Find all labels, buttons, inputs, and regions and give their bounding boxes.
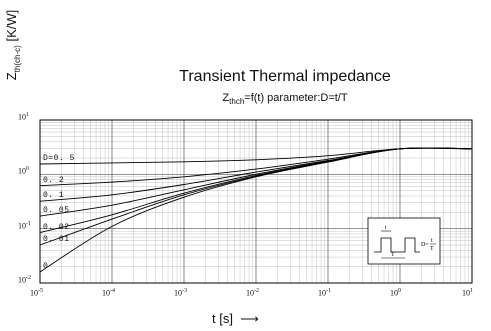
subtitle-rest: =f(t) parameter:D=t/T (244, 92, 348, 104)
tick-exponent: -1 (26, 220, 31, 227)
x-axis-arrow: ⟶ (240, 311, 259, 326)
chart-subtitle: Zthch=f(t) parameter:D=t/T (140, 92, 430, 106)
inset-t-label: t (385, 225, 387, 231)
inset-T-label: T (391, 252, 395, 258)
series-label: 0. 05 (43, 206, 70, 216)
subtitle-main: Z (222, 92, 230, 104)
x-tick-label: 100 (390, 288, 401, 298)
tick-base: 10 (246, 288, 254, 298)
tick-base: 10 (102, 288, 110, 298)
tick-base: 10 (30, 288, 38, 298)
inset-waveform (374, 237, 420, 253)
y-axis-label-main: Z (4, 72, 20, 81)
series-label: 0. 2 (43, 175, 65, 185)
tick-base: 10 (390, 288, 398, 298)
tick-exponent: -2 (26, 275, 31, 281)
subtitle-sub: thch (229, 97, 245, 107)
x-tick-label: 10-2 (246, 288, 259, 298)
x-tick-label: 10-3 (174, 288, 187, 298)
x-axis-label-text: t [s] (212, 311, 233, 326)
series-label: 0 (43, 261, 49, 271)
y-tick-label: 100 (18, 166, 29, 176)
tick-exponent: -1 (326, 288, 331, 294)
chart-title: Transient Thermal impedance (179, 68, 391, 85)
tick-base: 10 (18, 221, 26, 231)
x-axis-label: t [s] ⟶ (212, 311, 259, 327)
tick-exponent: -3 (182, 288, 187, 294)
series-label: 0. 1 (43, 191, 65, 201)
y-tick-label: 101 (18, 112, 29, 122)
tick-base: 10 (18, 166, 26, 176)
tick-exponent: 0 (26, 166, 29, 173)
series-label: D=0. 5 (43, 153, 75, 163)
x-tick-label: 10-1 (318, 288, 331, 298)
inset-frame (367, 217, 441, 265)
tick-exponent: -4 (110, 288, 115, 294)
series-label: 0. 02 (43, 222, 70, 232)
tick-base: 10 (174, 288, 182, 298)
pulse-inset: t T D= t T (367, 217, 441, 265)
inset-formula-den: T (430, 246, 434, 252)
y-tick-label: 10-2 (18, 275, 31, 285)
y-axis-label: Zth(ch-c) [K/W] (3, 4, 23, 86)
x-tick-label: 101 (462, 288, 473, 298)
tick-base: 10 (18, 275, 26, 285)
tick-exponent: 1 (26, 112, 29, 118)
tick-exponent: -5 (38, 288, 43, 294)
y-axis-label-unit: [K/W] (4, 9, 20, 46)
tick-base: 10 (318, 288, 326, 298)
tick-base: 10 (18, 112, 26, 122)
y-tick-label: 10-1 (18, 221, 31, 231)
x-tick-label: 10-5 (30, 288, 43, 298)
tick-exponent: 0 (398, 288, 401, 294)
series-layer (39, 147, 473, 273)
series-line-6 (39, 147, 473, 273)
inset-formula-num: t (431, 238, 433, 244)
tick-exponent: -2 (254, 288, 259, 294)
inset-formula-lhs: D= (421, 242, 429, 248)
tick-base: 10 (462, 288, 470, 298)
tick-exponent: 1 (470, 288, 473, 294)
plot-frame (39, 119, 473, 284)
y-axis-label-sub: th(ch-c) (12, 45, 22, 73)
series-label: 0. 01 (43, 235, 70, 245)
x-tick-label: 10-4 (102, 288, 115, 298)
